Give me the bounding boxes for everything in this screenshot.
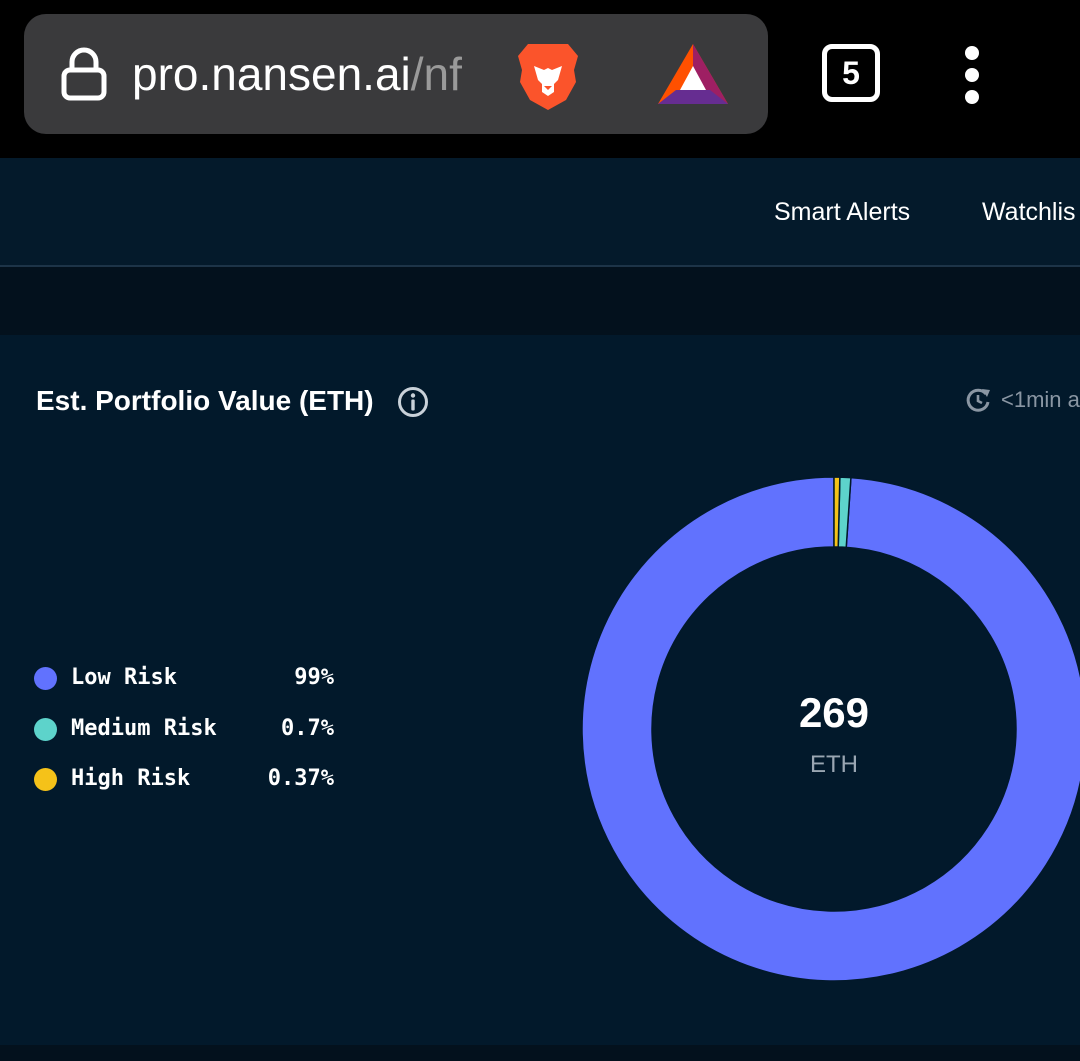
legend-item-medium-risk[interactable]: Medium Risk 0.7% [34, 712, 344, 746]
risk-donut-chart [581, 476, 1080, 982]
url-text[interactable]: pro.nansen.ai/nf [132, 44, 482, 104]
legend-item-high-risk[interactable]: High Risk 0.37% [34, 762, 344, 796]
legend-label: Low Risk [71, 665, 177, 690]
refresh-clock-icon[interactable] [964, 386, 992, 414]
legend-value: 0.37% [267, 766, 334, 791]
donut-slice-low-risk[interactable] [581, 476, 1080, 982]
total-value: 269 [798, 689, 870, 736]
browser-toolbar: pro.nansen.ai/nf 5 [0, 0, 1080, 158]
nav-smart-alerts[interactable]: Smart Alerts [774, 198, 911, 226]
legend-dot-high [34, 768, 57, 791]
more-vert-icon[interactable] [952, 46, 992, 106]
section-spacer-bottom [0, 1045, 1080, 1061]
nav-watchlist[interactable]: Watchlis [982, 198, 1076, 226]
legend-value: 99% [294, 665, 334, 690]
url-domain: pro.nansen.ai [132, 48, 411, 100]
total-unit: ETH [810, 751, 858, 778]
section-spacer [0, 267, 1080, 335]
tab-switcher-button[interactable]: 5 [822, 44, 880, 102]
lock-icon[interactable] [60, 46, 108, 102]
legend-label: Medium Risk [71, 716, 217, 741]
bat-rewards-icon[interactable] [656, 42, 730, 106]
info-icon[interactable] [397, 386, 429, 418]
card-title: Est. Portfolio Value (ETH) [36, 385, 374, 416]
legend-item-low-risk[interactable]: Low Risk 99% [34, 661, 344, 695]
address-bar[interactable] [24, 14, 768, 134]
legend-value: 0.7% [281, 716, 334, 741]
donut-slice-high-risk[interactable] [833, 476, 841, 548]
top-navigation: Smart Alerts Watchlis [0, 158, 1080, 267]
brave-lion-icon[interactable] [514, 40, 582, 112]
legend-dot-low [34, 667, 57, 690]
last-updated: <1min a [1001, 387, 1080, 412]
portfolio-value-card: Est. Portfolio Value (ETH) <1min a Low R… [0, 335, 1080, 1045]
legend-dot-medium [34, 718, 57, 741]
legend-label: High Risk [71, 766, 191, 791]
url-path: /nf [410, 48, 462, 100]
